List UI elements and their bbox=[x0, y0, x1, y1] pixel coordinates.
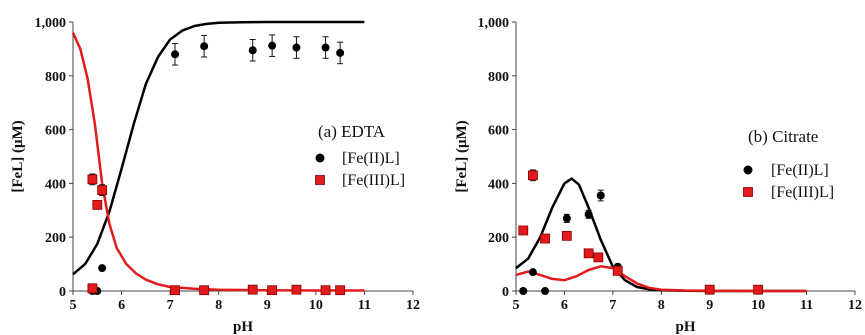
legend-marker-fe2 bbox=[743, 165, 753, 175]
x-axis-label: pH bbox=[675, 319, 695, 335]
fe2-data-point bbox=[519, 287, 528, 295]
x-tick-label: 11 bbox=[358, 298, 371, 313]
fe2-data-point bbox=[596, 191, 605, 200]
y-tick-label: 200 bbox=[45, 231, 66, 246]
x-tick-label: 5 bbox=[70, 298, 77, 313]
fe2-data-point bbox=[248, 46, 257, 55]
x-tick-label: 5 bbox=[513, 298, 520, 313]
fe3-data-point bbox=[291, 284, 302, 295]
fe2-data-point bbox=[336, 48, 345, 57]
fe2-data-point bbox=[171, 50, 179, 59]
y-tick-label: 1,000 bbox=[35, 16, 67, 31]
legend-label: [Fe(II)L] bbox=[771, 162, 829, 179]
fe2-data-point bbox=[541, 287, 550, 295]
fe3-data-point bbox=[170, 285, 180, 296]
x-tick-label: 8 bbox=[215, 298, 222, 313]
fe2-model-curve bbox=[515, 177, 807, 293]
fe3-data-point bbox=[335, 285, 346, 296]
fe3-data-point bbox=[583, 248, 594, 259]
x-tick-label: 7 bbox=[609, 298, 616, 313]
x-tick-label: 9 bbox=[706, 298, 713, 313]
legend-label: [Fe(III)L] bbox=[342, 172, 405, 189]
fe3-data-point bbox=[87, 174, 98, 185]
panel-annotation: (b) Citrate bbox=[748, 127, 818, 146]
fe3-data-point bbox=[612, 265, 623, 276]
x-tick-label: 6 bbox=[561, 298, 568, 313]
fe2-data-point bbox=[528, 268, 537, 277]
fe3-data-point bbox=[97, 185, 108, 196]
y-tick-label: 1,000 bbox=[478, 16, 510, 31]
fe3-data-point bbox=[199, 285, 210, 296]
x-tick-label: 12 bbox=[848, 298, 862, 313]
y-tick-label: 600 bbox=[488, 124, 509, 139]
fe3-data-point bbox=[518, 225, 529, 236]
x-tick-label: 11 bbox=[800, 298, 813, 313]
y-tick-label: 0 bbox=[59, 285, 66, 300]
fe3-data-point bbox=[753, 284, 764, 295]
fe3-data-point bbox=[92, 200, 103, 210]
fe2-data-point bbox=[562, 214, 571, 223]
legend-marker-fe3 bbox=[315, 175, 325, 185]
y-tick-label: 400 bbox=[488, 177, 509, 192]
fe3-data-point bbox=[87, 283, 98, 294]
x-tick-label: 10 bbox=[309, 298, 323, 313]
y-tick-label: 800 bbox=[45, 70, 66, 85]
x-axis-label: pH bbox=[233, 319, 253, 335]
fe2-model-curve bbox=[72, 20, 365, 276]
x-tick-label: 10 bbox=[751, 298, 765, 313]
panel-annotation: (a) EDTA bbox=[318, 122, 386, 141]
legend-marker-fe2 bbox=[315, 153, 325, 163]
fe3-data-point bbox=[593, 252, 604, 263]
y-tick-label: 600 bbox=[45, 124, 66, 139]
fe3-data-point bbox=[320, 285, 331, 296]
legend-marker-fe3 bbox=[743, 187, 753, 197]
legend-label: [Fe(II)L] bbox=[342, 150, 400, 167]
x-tick-label: 7 bbox=[167, 298, 174, 313]
fe2-data-point bbox=[321, 43, 330, 52]
panel-b-citrate: 5 6 7 8 9 10 11 12 0 200 400 600 800 1,000 pH [FeL] (μM… bbox=[454, 16, 862, 335]
fe2-data-point bbox=[292, 43, 301, 52]
fe3-data-point bbox=[247, 284, 258, 295]
y-tick-label: 800 bbox=[488, 70, 509, 85]
fe3-data-point bbox=[561, 230, 572, 241]
fe3-data-point bbox=[267, 285, 278, 296]
y-axis-label: [FeL] (μM) bbox=[10, 120, 26, 192]
fe3-data-point bbox=[704, 284, 715, 295]
y-tick-label: 400 bbox=[45, 177, 66, 192]
panel-a-edta: 5 6 7 8 9 10 11 12 0 200 400 600 800 1,000 pH [FeL] (μM… bbox=[10, 16, 420, 335]
legend-label: [Fe(III)L] bbox=[771, 184, 834, 201]
fe2-data-point bbox=[584, 210, 593, 219]
fe2-data-point bbox=[98, 264, 107, 273]
y-tick-label: 0 bbox=[502, 285, 509, 300]
fe3-model-curve bbox=[71, 32, 365, 292]
x-tick-label: 6 bbox=[118, 298, 125, 313]
fe3-data-point bbox=[528, 170, 538, 181]
fe3-data-point bbox=[540, 233, 550, 244]
fe2-data-point bbox=[268, 41, 277, 50]
x-tick-label: 9 bbox=[264, 298, 271, 313]
x-tick-label: 12 bbox=[406, 298, 420, 313]
y-axis-label: [FeL] (μM) bbox=[454, 120, 470, 192]
fe2-data-point bbox=[200, 42, 209, 51]
x-tick-label: 8 bbox=[658, 298, 665, 313]
y-tick-label: 200 bbox=[488, 231, 509, 246]
